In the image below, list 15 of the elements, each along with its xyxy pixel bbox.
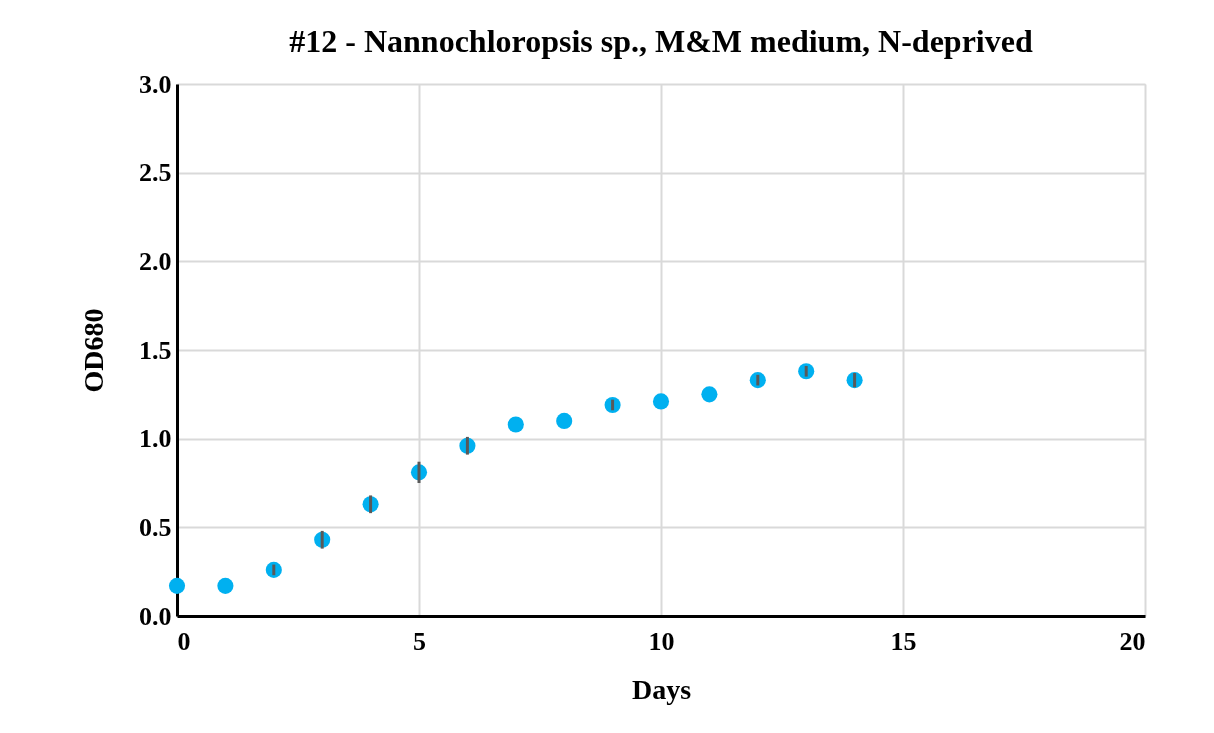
x-tick-label: 5 xyxy=(413,626,426,656)
y-axis-title: OD680 xyxy=(78,308,109,393)
y-tick-label: 2.0 xyxy=(139,246,172,276)
x-tick-label: 15 xyxy=(890,626,917,656)
x-tick-label: 20 xyxy=(1119,626,1146,656)
y-tick-label: 0.5 xyxy=(139,512,172,542)
chart-title: #12 - Nannochloropsis sp., M&M medium, N-deprived xyxy=(289,23,1033,59)
y-tick-label: 0.0 xyxy=(139,601,172,631)
y-tick-label: 3.0 xyxy=(139,69,172,99)
y-tick-label: 1.5 xyxy=(139,335,172,365)
x-axis-title: Days xyxy=(631,673,692,705)
x-tick-label: 10 xyxy=(648,626,675,656)
y-tick-label: 2.5 xyxy=(139,158,172,188)
y-tick-label: 1.0 xyxy=(139,424,172,454)
x-tick-label: 0 xyxy=(177,626,191,656)
